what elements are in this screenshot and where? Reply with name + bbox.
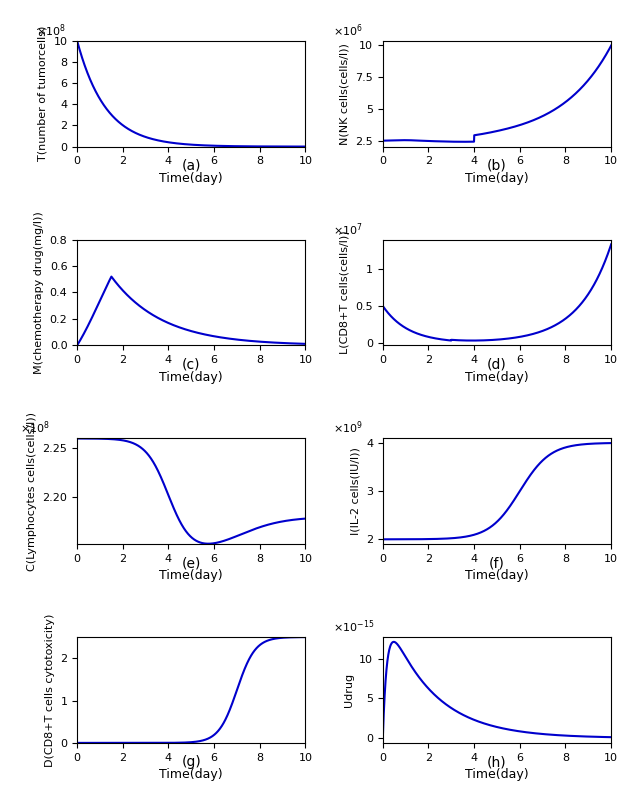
Text: $\times 10^{9}$: $\times 10^{9}$ bbox=[332, 419, 362, 436]
Text: (a): (a) bbox=[181, 159, 201, 173]
Y-axis label: M(chemotherapy drug(mg/l)): M(chemotherapy drug(mg/l)) bbox=[34, 211, 44, 374]
X-axis label: Time(day): Time(day) bbox=[160, 172, 223, 185]
Y-axis label: N(NK cells(cells/l)): N(NK cells(cells/l)) bbox=[340, 43, 350, 144]
Text: (h): (h) bbox=[487, 755, 507, 769]
Text: $\times 10^{7}$: $\times 10^{7}$ bbox=[332, 221, 362, 237]
X-axis label: Time(day): Time(day) bbox=[465, 768, 529, 781]
Text: (g): (g) bbox=[181, 755, 201, 769]
Y-axis label: D(CD8+T cells cytotoxicity): D(CD8+T cells cytotoxicity) bbox=[45, 614, 55, 767]
Text: (d): (d) bbox=[487, 358, 507, 371]
X-axis label: Time(day): Time(day) bbox=[160, 371, 223, 383]
X-axis label: Time(day): Time(day) bbox=[465, 172, 529, 185]
Text: (f): (f) bbox=[489, 557, 505, 570]
X-axis label: Time(day): Time(day) bbox=[465, 569, 529, 582]
Text: $\times 10^{8}$: $\times 10^{8}$ bbox=[20, 419, 50, 436]
Text: (c): (c) bbox=[182, 358, 201, 371]
X-axis label: Time(day): Time(day) bbox=[160, 768, 223, 781]
Y-axis label: C(Lymphocytes cells(cells/l)): C(Lymphocytes cells(cells/l)) bbox=[27, 411, 37, 571]
X-axis label: Time(day): Time(day) bbox=[465, 371, 529, 383]
Y-axis label: L(CD8+T cells(cells/l)): L(CD8+T cells(cells/l)) bbox=[340, 231, 350, 354]
Text: $\times 10^{-15}$: $\times 10^{-15}$ bbox=[332, 618, 374, 635]
Text: $\times 10^{6}$: $\times 10^{6}$ bbox=[332, 22, 362, 38]
Text: (e): (e) bbox=[181, 557, 201, 570]
Text: $\times 10^{8}$: $\times 10^{8}$ bbox=[36, 22, 66, 38]
Y-axis label: T(number of tumorcells): T(number of tumorcells) bbox=[38, 26, 48, 161]
Text: (b): (b) bbox=[487, 159, 507, 173]
X-axis label: Time(day): Time(day) bbox=[160, 569, 223, 582]
Y-axis label: I(IL-2 cells(IU/l)): I(IL-2 cells(IU/l)) bbox=[350, 448, 360, 535]
Y-axis label: Udrug: Udrug bbox=[344, 673, 353, 707]
